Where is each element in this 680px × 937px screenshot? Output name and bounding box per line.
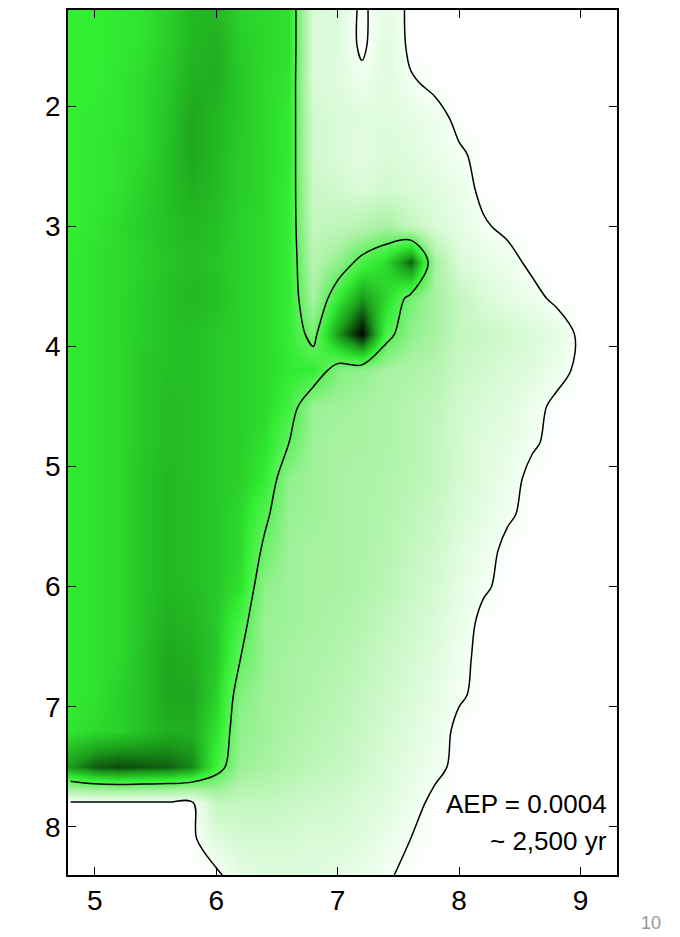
svg-text:AEP = 0.0004: AEP = 0.0004 [446,789,607,819]
svg-text:3: 3 [45,211,61,242]
svg-text:8: 8 [451,885,467,916]
svg-text:7: 7 [45,692,61,723]
svg-text:4: 4 [45,331,61,362]
svg-text:6: 6 [208,885,224,916]
svg-text:7: 7 [330,885,346,916]
svg-text:9: 9 [573,885,589,916]
svg-text:6: 6 [45,571,61,602]
svg-text:2: 2 [45,91,61,122]
svg-text:5: 5 [45,451,61,482]
svg-text:5: 5 [87,885,103,916]
svg-text:~ 2,500 yr: ~ 2,500 yr [490,826,607,856]
svg-text:8: 8 [45,812,61,843]
svg-text:10: 10 [641,913,661,933]
